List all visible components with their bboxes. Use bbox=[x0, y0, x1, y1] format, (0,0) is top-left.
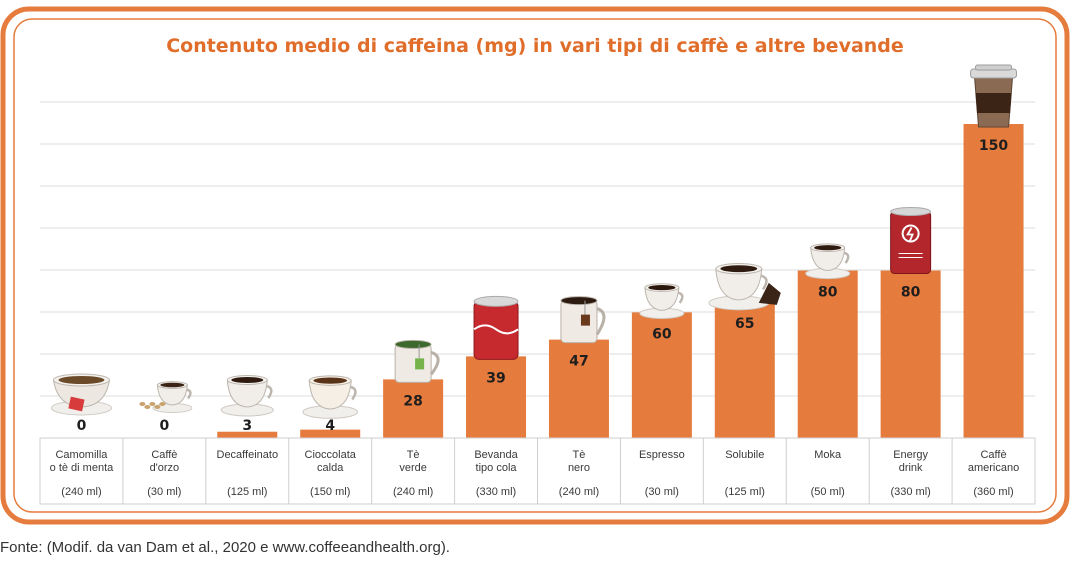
barley-coffee-cup-icon bbox=[139, 381, 193, 413]
value-label: 60 bbox=[652, 326, 672, 342]
energy-drink-can-icon bbox=[890, 207, 932, 275]
value-label: 47 bbox=[569, 354, 588, 370]
bar-10 bbox=[880, 270, 941, 438]
category-volume: (240 ml) bbox=[559, 486, 599, 498]
category-volume: (125 ml) bbox=[725, 486, 765, 498]
category-label: nero bbox=[568, 462, 590, 474]
value-label: 39 bbox=[486, 370, 505, 386]
value-labels: 0 0 3 4 28 39 47 60 65 80 80 150 bbox=[77, 138, 1009, 434]
americano-takeaway-cup-icon bbox=[970, 64, 1018, 128]
category-volume: (240 ml) bbox=[61, 486, 101, 498]
category-volume: (125 ml) bbox=[227, 486, 267, 498]
herbal-tea-cup-icon bbox=[50, 373, 112, 416]
decaf-coffee-cup-icon bbox=[220, 375, 274, 417]
hot-chocolate-cup-icon bbox=[302, 375, 359, 419]
category-label: Energy bbox=[893, 449, 928, 461]
category-label: Solubile bbox=[725, 449, 764, 461]
value-label: 65 bbox=[735, 316, 754, 332]
category-label: tipo cola bbox=[476, 462, 518, 474]
source-note: Fonte: (Modif. da van Dam et al., 2020 e… bbox=[0, 539, 450, 556]
value-label: 28 bbox=[403, 393, 422, 409]
category-label: Camomilla bbox=[55, 449, 108, 461]
category-label: Moka bbox=[814, 449, 842, 461]
moka-coffee-cup-icon bbox=[805, 243, 851, 280]
bar-9 bbox=[797, 270, 858, 438]
category-volume: (50 ml) bbox=[811, 486, 845, 498]
category-label: Bevanda bbox=[474, 449, 518, 461]
category-volume: (360 ml) bbox=[973, 486, 1013, 498]
category-label: Decaffeinato bbox=[217, 449, 279, 461]
category-volume: (330 ml) bbox=[890, 486, 930, 498]
value-label: 80 bbox=[818, 285, 838, 301]
bar-11 bbox=[963, 124, 1024, 438]
category-label: calda bbox=[317, 462, 344, 474]
green-tea-mug-icon bbox=[394, 339, 440, 383]
category-label: americano bbox=[968, 462, 1019, 474]
value-label: 4 bbox=[325, 418, 335, 434]
category-label: Tè bbox=[573, 449, 586, 461]
category-label: drink bbox=[899, 462, 923, 474]
bar-2 bbox=[217, 431, 278, 438]
category-label: o tè di menta bbox=[50, 462, 114, 474]
category-label: Caffè bbox=[980, 449, 1006, 461]
bar-6 bbox=[548, 339, 609, 438]
category-label: verde bbox=[399, 462, 427, 474]
value-label: 150 bbox=[979, 138, 1008, 154]
category-volume: (30 ml) bbox=[147, 486, 181, 498]
category-volume: (150 ml) bbox=[310, 486, 350, 498]
espresso-cup-icon bbox=[639, 283, 685, 319]
bars bbox=[217, 124, 1024, 438]
category-volume: (330 ml) bbox=[476, 486, 516, 498]
inner-frame bbox=[13, 18, 1057, 513]
category-label: Espresso bbox=[639, 449, 685, 461]
category-volume: (240 ml) bbox=[393, 486, 433, 498]
drink-icons bbox=[50, 64, 1018, 419]
bar-7 bbox=[631, 312, 692, 438]
value-label: 0 bbox=[160, 418, 170, 434]
value-label: 3 bbox=[242, 418, 252, 434]
category-label: Cioccolata bbox=[305, 449, 357, 461]
chart-title: Contenuto medio di caffeina (mg) in vari… bbox=[166, 35, 904, 57]
value-label: 0 bbox=[77, 418, 87, 434]
instant-coffee-cup-icon bbox=[708, 263, 781, 311]
category-volume: (30 ml) bbox=[645, 486, 679, 498]
bar-3 bbox=[300, 429, 361, 438]
cola-can-icon bbox=[473, 295, 519, 360]
black-tea-mug-icon bbox=[560, 296, 606, 344]
value-label: 80 bbox=[901, 285, 921, 301]
category-label: Tè bbox=[407, 449, 420, 461]
category-label: d'orzo bbox=[150, 462, 180, 474]
bar-5 bbox=[466, 356, 527, 438]
category-label: Caffè bbox=[151, 449, 177, 461]
bar-4 bbox=[383, 379, 444, 438]
bar-8 bbox=[714, 301, 775, 438]
